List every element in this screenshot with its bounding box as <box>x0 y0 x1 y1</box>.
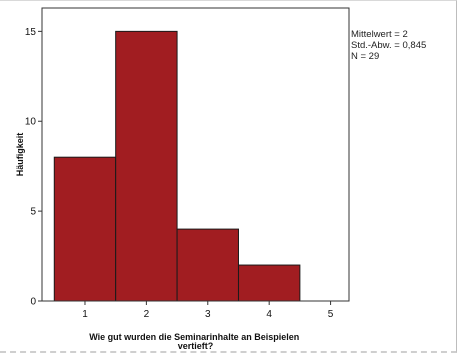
stat-n: N = 29 <box>351 51 379 62</box>
ticks-layer: 0 5 10 15 1 2 3 4 5 <box>25 27 334 320</box>
x-axis-title-line-2: vertieft? <box>178 341 214 351</box>
x-axis-title: Wie gut wurden die Seminarinhalte an Bei… <box>89 332 301 351</box>
bars-layer <box>53 30 301 302</box>
y-tick-label-5: 5 <box>30 207 36 218</box>
x-tick-label-1: 1 <box>82 309 88 320</box>
stat-standard-deviation: Std.-Abw. = 0,845 <box>351 40 426 51</box>
stat-mean: Mittelwert = 2 <box>351 29 408 40</box>
histogram-bar-1 <box>53 156 117 302</box>
histogram-bar-3 <box>176 228 239 302</box>
x-tick-label-2: 2 <box>144 309 150 320</box>
y-tick-label-10: 10 <box>25 117 37 128</box>
x-tick-label-3: 3 <box>205 309 211 320</box>
plot-border <box>41 7 350 302</box>
histogram-bar-2 <box>115 30 178 302</box>
y-tick-label-0: 0 <box>30 297 36 308</box>
x-axis-title-line-1: Wie gut wurden die Seminarinhalte an Bei… <box>89 332 299 342</box>
x-tick-label-5: 5 <box>328 309 334 320</box>
y-tick-label-15: 15 <box>25 27 37 38</box>
x-tick-label-4: 4 <box>266 309 272 320</box>
histogram-bar-4 <box>237 264 301 302</box>
y-axis-title: Häufigkeit <box>15 133 25 177</box>
statistics-legend: Mittelwert = 2 Std.-Abw. = 0,845 N = 29 <box>351 29 429 62</box>
